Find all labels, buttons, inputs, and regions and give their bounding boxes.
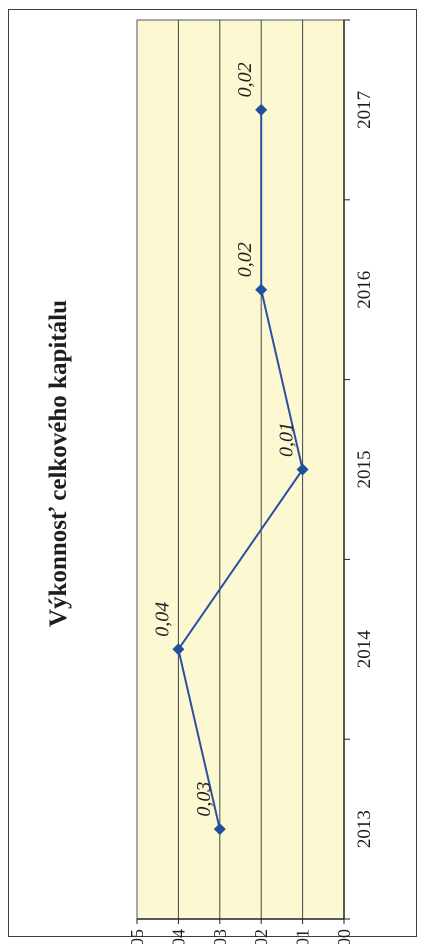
- data-point: [255, 103, 268, 116]
- value-tick-label: 0,00: [334, 929, 354, 944]
- data-label: 0,01: [276, 422, 298, 457]
- data-label: 0,04: [151, 602, 173, 637]
- category-label: 2013: [354, 810, 375, 848]
- data-point: [255, 283, 268, 296]
- data-point: [213, 823, 226, 836]
- data-label: 0,02: [234, 62, 256, 97]
- data-point: [172, 643, 185, 656]
- value-tick-label: 0,03: [210, 929, 230, 944]
- value-tick-label: 0,05: [127, 929, 147, 944]
- plot-area: [137, 20, 344, 919]
- category-label: 2014: [354, 630, 375, 669]
- data-label: 0,02: [234, 242, 256, 277]
- value-tick-label: 0,04: [168, 929, 188, 944]
- data-label: 0,03: [193, 782, 215, 817]
- chart-border: [8, 9, 417, 937]
- value-tick-label: 0,02: [251, 929, 271, 944]
- category-label: 2017: [354, 91, 375, 129]
- data-point: [296, 463, 309, 476]
- chart-title: Výkonnosť celkového kapitálu: [45, 300, 72, 627]
- category-label: 2016: [354, 271, 375, 309]
- value-tick-label: 0,01: [293, 929, 313, 944]
- category-label: 2015: [354, 451, 375, 489]
